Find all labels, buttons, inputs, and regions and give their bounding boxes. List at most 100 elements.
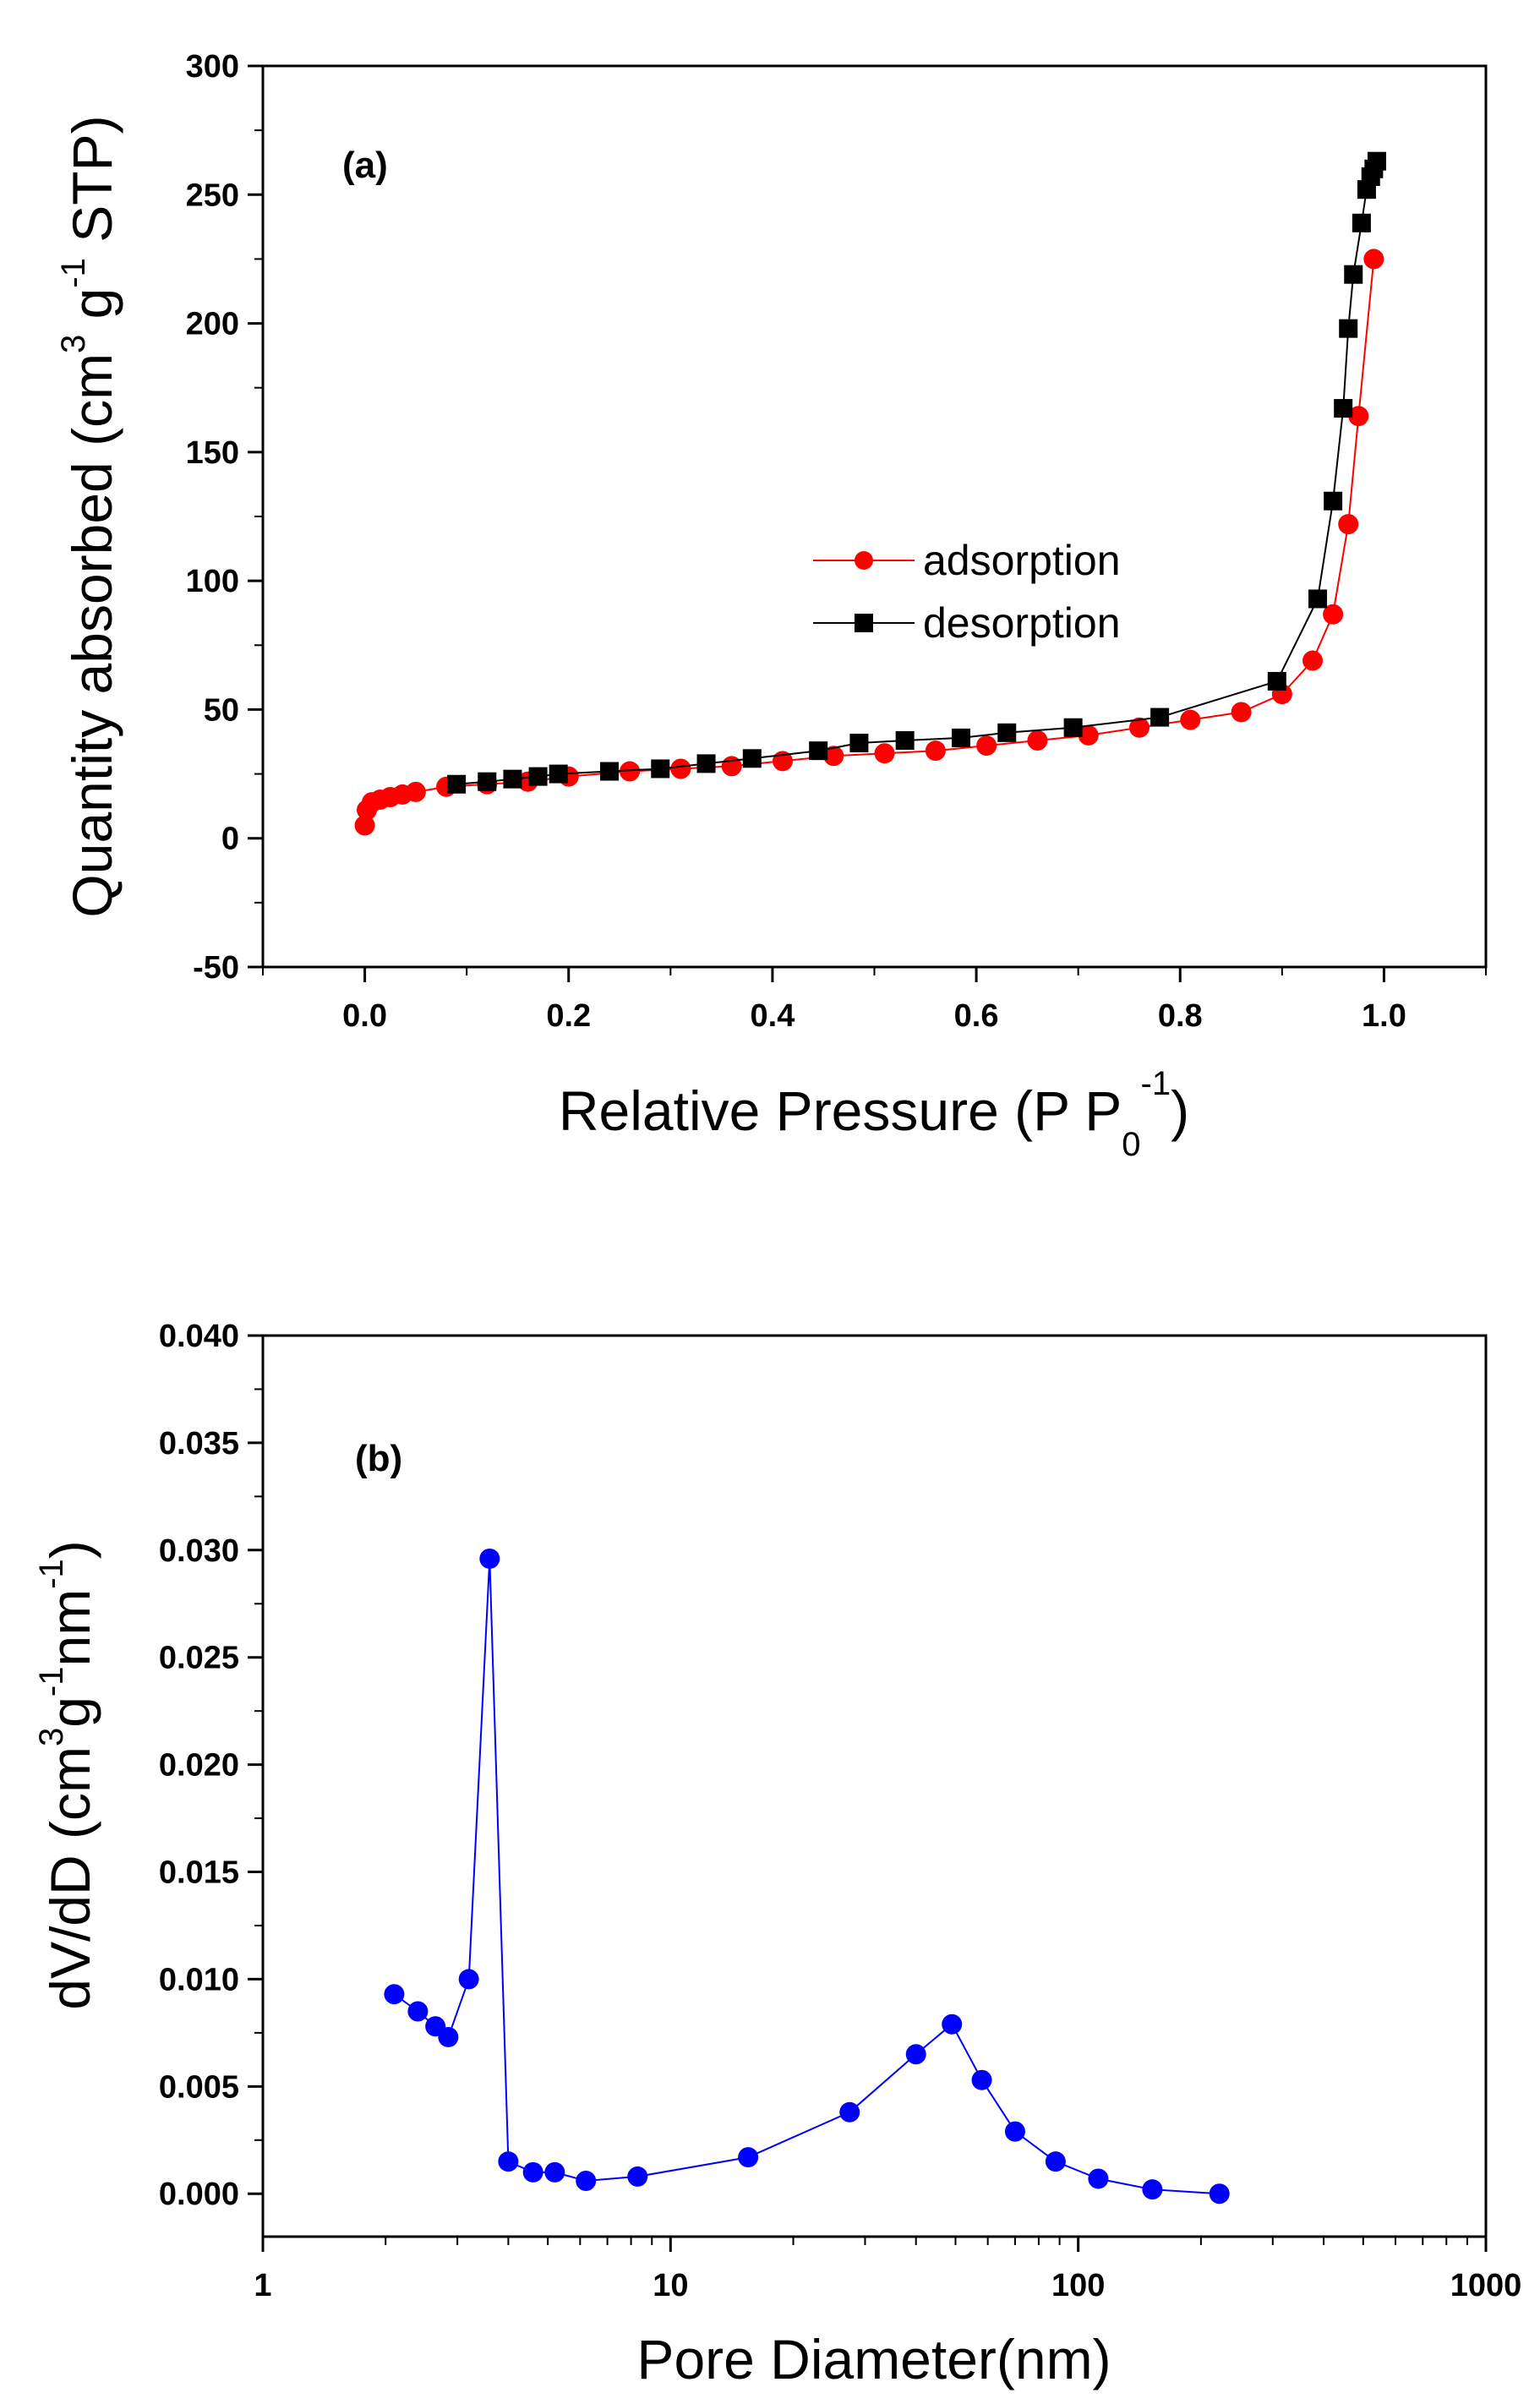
data-point-pore: [522, 2161, 543, 2183]
data-point-desorption: [1339, 319, 1358, 338]
data-point-pore: [458, 1969, 479, 1990]
data-point-pore: [1142, 2179, 1163, 2200]
data-point-desorption: [1344, 265, 1363, 284]
data-point-pore: [627, 2166, 648, 2187]
y-tick-label: 100: [186, 564, 239, 599]
panel-b-label: (b): [355, 1438, 402, 1479]
data-point-adsorption: [874, 743, 895, 764]
legend-adsorption-marker: [855, 551, 873, 570]
data-point-adsorption: [1078, 724, 1099, 746]
panel-a-x-title-main: Relative Pressure (P P: [559, 1079, 1122, 1142]
data-point-pore: [942, 2013, 963, 2035]
panel-a-x-title-sub: 0: [1122, 1126, 1140, 1163]
data-point-desorption: [895, 730, 915, 750]
data-point-adsorption: [1129, 717, 1150, 738]
y-tick-label: 0.035: [159, 1426, 239, 1462]
panel-b-y-title-sup1: 3: [33, 1728, 70, 1746]
data-point-pore: [839, 2101, 860, 2123]
y-tick-label: 0.015: [159, 1855, 239, 1891]
y-tick-label: 0.025: [159, 1641, 239, 1676]
data-point-adsorption: [976, 735, 997, 757]
panel-a-plot-frame: [261, 64, 1488, 969]
data-point-adsorption: [1323, 604, 1344, 625]
data-point-adsorption: [1231, 702, 1252, 723]
data-point-desorption: [478, 772, 497, 791]
legend-adsorption-label: adsorption: [923, 537, 1121, 584]
data-point-desorption: [1150, 708, 1170, 727]
y-tick-label: 0.010: [159, 1962, 239, 1997]
y-tick-label: 0.000: [159, 2177, 239, 2212]
y-tick-label: 0.005: [159, 2069, 239, 2105]
panel-a-y-axis-title: Quantity absorbed (cm3 g-1 STP): [55, 115, 123, 917]
y-tick-label: 0.020: [159, 1748, 239, 1784]
data-point-adsorption: [1302, 650, 1324, 671]
data-point-desorption: [849, 734, 869, 753]
data-point-desorption: [1334, 399, 1353, 418]
x-tick-label: 10: [653, 2268, 688, 2303]
panel-a-label: (a): [342, 145, 388, 186]
y-tick-label: 0: [221, 822, 239, 857]
panel-b-y-title-mid2: nm: [39, 1589, 101, 1667]
data-point-pore: [1004, 2121, 1025, 2142]
data-point-desorption: [599, 762, 619, 781]
data-point-desorption: [1352, 213, 1371, 232]
data-point-adsorption: [823, 746, 844, 767]
data-point-pore: [498, 2151, 519, 2172]
panel-b-series: [384, 1548, 1230, 2205]
panel-b-y-axis-title: dV/dD (cm3g-1nm-1): [33, 1540, 101, 2010]
data-point-desorption: [997, 723, 1017, 742]
data-point-adsorption: [620, 761, 641, 782]
data-point-adsorption: [354, 815, 375, 836]
data-point-pore: [438, 2026, 459, 2047]
legend-desorption-marker: [855, 614, 873, 632]
panel-b-y-title-mid: g: [39, 1696, 101, 1728]
panel-a-y-title-sup2: -1: [55, 258, 92, 288]
panel-a-y-title-main: Quantity absorbed (cm: [61, 353, 123, 918]
panel-b-y-title-sup3: -1: [33, 1559, 70, 1589]
x-tick-label: 0.2: [546, 998, 591, 1034]
panel-a-x-title-close: ): [1171, 1079, 1189, 1142]
data-point-adsorption: [670, 758, 691, 779]
data-point-pore: [905, 2044, 926, 2065]
x-tick-label: 0.4: [751, 998, 795, 1034]
data-point-desorption: [651, 759, 670, 779]
panel-b-x-axis-title: Pore Diameter(nm): [636, 2328, 1111, 2390]
panel-a-y-title-sup1: 3: [55, 335, 92, 353]
data-point-desorption: [1308, 589, 1328, 609]
data-point-pore: [1045, 2151, 1066, 2172]
data-point-desorption: [1267, 671, 1286, 691]
y-tick-label: 0.030: [159, 1533, 239, 1569]
data-point-pore: [1209, 2183, 1230, 2205]
data-point-adsorption: [1363, 249, 1384, 270]
data-point-desorption: [503, 769, 522, 789]
data-point-pore: [1088, 2168, 1109, 2189]
y-tick-label: 50: [204, 692, 239, 728]
panel-a-y-title-end: STP): [61, 115, 123, 258]
x-tick-label: 0.8: [1158, 998, 1203, 1034]
legend-desorption-label: desorption: [923, 599, 1121, 647]
data-point-desorption: [1324, 491, 1343, 511]
data-point-desorption: [1063, 718, 1083, 737]
panel-a-x-axis-title: Relative Pressure (P P0-1): [559, 1065, 1189, 1163]
panel-b-ticks: 1 10 100 1000 0.000 0.005 0.010 0.015 0.020 0.025…: [159, 1319, 1521, 2303]
data-point-desorption: [742, 749, 762, 768]
panel-a-y-title-mid: g: [61, 288, 123, 335]
data-point-adsorption: [405, 781, 426, 802]
data-point-desorption: [809, 741, 828, 761]
data-point-pore: [971, 2069, 992, 2090]
data-point-pore: [738, 2147, 759, 2168]
panel-b-y-title-end: ): [39, 1540, 101, 1559]
panel-a-adsorption-isotherm: 0.0 0.2 0.4 0.6 0.8 1.0-50050100150200250300 …: [55, 49, 1488, 1163]
y-tick-label: 200: [186, 307, 239, 342]
series-line-adsorption: [363, 259, 1375, 826]
series-line-desorption: [456, 161, 1378, 785]
panel-b-y-title-sup2: -1: [33, 1666, 70, 1696]
data-point-adsorption: [1180, 709, 1201, 730]
y-tick-label: -50: [193, 950, 239, 986]
x-tick-label: 100: [1051, 2268, 1105, 2303]
x-tick-label: 1000: [1450, 2268, 1522, 2303]
data-point-adsorption: [1348, 406, 1369, 427]
x-tick-label: 1.0: [1362, 998, 1406, 1034]
y-tick-label: 150: [186, 435, 239, 471]
data-point-adsorption: [1027, 729, 1048, 751]
